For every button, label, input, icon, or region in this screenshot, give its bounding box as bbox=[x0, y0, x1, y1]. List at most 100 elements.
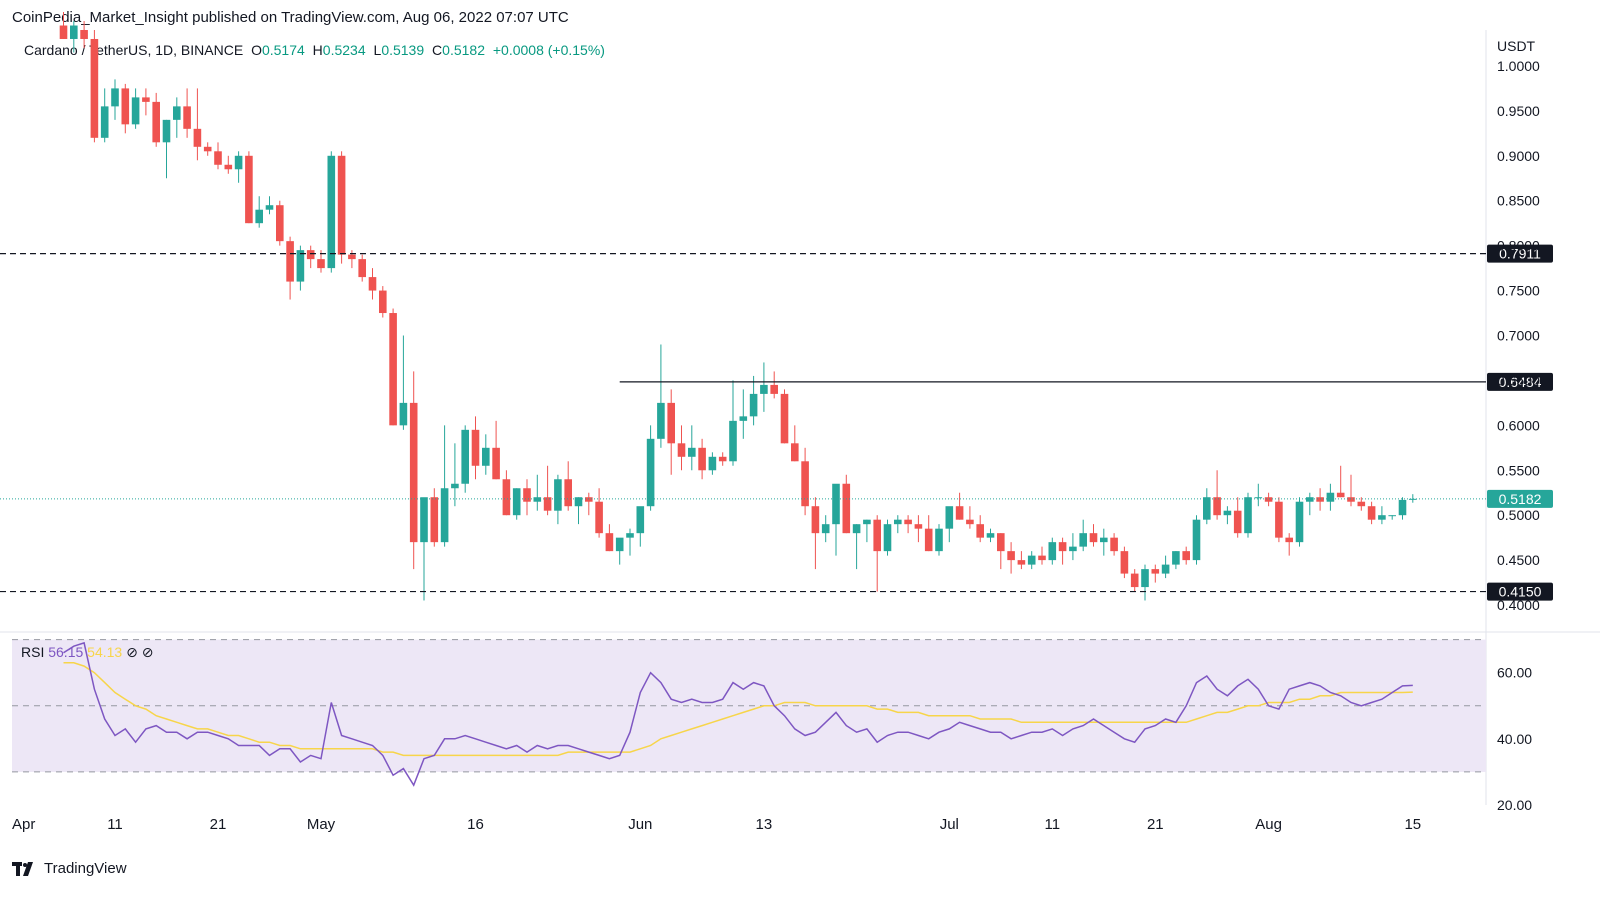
candle bbox=[1275, 497, 1283, 543]
eye-off-icon[interactable]: ⊘ bbox=[126, 644, 138, 660]
candle bbox=[306, 245, 315, 269]
candle-body bbox=[1100, 537, 1108, 543]
candle-body bbox=[945, 506, 954, 529]
candle bbox=[595, 488, 603, 538]
candle bbox=[173, 97, 181, 138]
candle-body bbox=[1110, 537, 1118, 552]
candle bbox=[688, 425, 696, 471]
candle bbox=[574, 497, 583, 525]
candle-body bbox=[894, 519, 902, 525]
candle-body bbox=[306, 250, 315, 260]
candle-body bbox=[358, 259, 366, 278]
candle-body bbox=[791, 443, 799, 462]
candle-body bbox=[1007, 551, 1015, 561]
candle bbox=[451, 443, 459, 507]
candle-body bbox=[667, 402, 675, 444]
candle bbox=[605, 524, 614, 552]
rsi-pane: 20.00 40.00 60.00 bbox=[12, 639, 1532, 813]
candle bbox=[111, 79, 119, 120]
eye-off-icon[interactable]: ⊘ bbox=[141, 644, 154, 660]
candle bbox=[1326, 483, 1335, 511]
candle-body bbox=[749, 393, 758, 417]
candle-body bbox=[492, 447, 500, 480]
candle-body bbox=[1161, 564, 1170, 574]
candle-body bbox=[811, 506, 820, 534]
candle-body bbox=[924, 528, 933, 552]
candle bbox=[811, 497, 820, 570]
candle-body bbox=[245, 155, 253, 224]
candle-body bbox=[1326, 492, 1335, 502]
candle-body bbox=[935, 528, 943, 552]
candle bbox=[121, 83, 130, 134]
low-value: 0.5139 bbox=[381, 42, 425, 58]
candle bbox=[852, 524, 861, 570]
candle bbox=[1038, 546, 1046, 565]
level-tag bbox=[1487, 582, 1553, 601]
candle bbox=[821, 515, 830, 543]
candle bbox=[368, 268, 377, 300]
candle bbox=[1264, 492, 1273, 507]
candle-body bbox=[1316, 497, 1324, 502]
level-label: 0.6484 bbox=[1499, 374, 1542, 390]
candle-body bbox=[708, 456, 717, 471]
change-value: +0.0008 (+0.15%) bbox=[492, 42, 605, 58]
level-label: 0.4150 bbox=[1499, 584, 1542, 600]
candle bbox=[832, 483, 840, 556]
published-byline: CoinPedia_Market_Insight published on Tr… bbox=[12, 9, 569, 26]
candle bbox=[214, 142, 222, 170]
candle-body bbox=[1336, 492, 1345, 498]
candle-body bbox=[1038, 555, 1046, 561]
candle bbox=[296, 245, 305, 291]
candle bbox=[348, 250, 356, 269]
candle-body bbox=[1182, 551, 1190, 561]
candle-body bbox=[121, 88, 130, 125]
candle bbox=[904, 515, 912, 534]
candle bbox=[657, 344, 665, 448]
tradingview-footer[interactable]: TradingView bbox=[12, 860, 127, 877]
rsi-value: 56.15 bbox=[48, 644, 84, 660]
candle-body bbox=[1223, 510, 1232, 516]
high-value: 0.5234 bbox=[322, 42, 366, 58]
candle bbox=[708, 452, 717, 475]
candle-body bbox=[821, 524, 830, 534]
time-tick-label: Jul bbox=[940, 816, 959, 833]
candle-body bbox=[801, 461, 809, 507]
candle bbox=[1048, 537, 1057, 565]
candle bbox=[585, 492, 593, 516]
candle bbox=[1233, 497, 1242, 538]
rsi-label[interactable]: RSI bbox=[21, 644, 45, 660]
candle-body bbox=[512, 488, 521, 516]
candle bbox=[780, 389, 789, 444]
candle bbox=[976, 515, 984, 543]
candle bbox=[409, 371, 418, 570]
candle-body bbox=[1172, 551, 1180, 565]
last-price-tag bbox=[1487, 489, 1553, 508]
candle-body bbox=[337, 155, 346, 255]
candle-body bbox=[1079, 533, 1087, 547]
candle bbox=[914, 515, 923, 543]
candle bbox=[1192, 515, 1201, 565]
time-tick-label: Jun bbox=[628, 816, 652, 833]
candle bbox=[1295, 497, 1304, 547]
candle-body bbox=[914, 524, 923, 529]
candle-body bbox=[1409, 498, 1417, 500]
candle bbox=[749, 375, 758, 426]
candle-body bbox=[1203, 497, 1211, 520]
symbol-title[interactable]: Cardano / TetherUS, 1D, BINANCE bbox=[24, 42, 244, 58]
candle bbox=[142, 88, 150, 116]
candle-body bbox=[533, 497, 542, 502]
candle-body bbox=[1089, 533, 1098, 543]
candle bbox=[1316, 488, 1324, 511]
candle-body bbox=[296, 250, 305, 282]
candle-body bbox=[1069, 546, 1077, 552]
candle bbox=[1110, 533, 1118, 556]
candle bbox=[1306, 492, 1314, 516]
candle-body bbox=[409, 402, 418, 543]
candle bbox=[760, 362, 768, 412]
candle-body bbox=[863, 519, 871, 525]
price-tick-label: 0.6000 bbox=[1497, 417, 1540, 433]
rsi-tick-label: 40.00 bbox=[1497, 731, 1532, 747]
candle-body bbox=[379, 290, 387, 314]
time-tick-label: May bbox=[307, 816, 336, 833]
